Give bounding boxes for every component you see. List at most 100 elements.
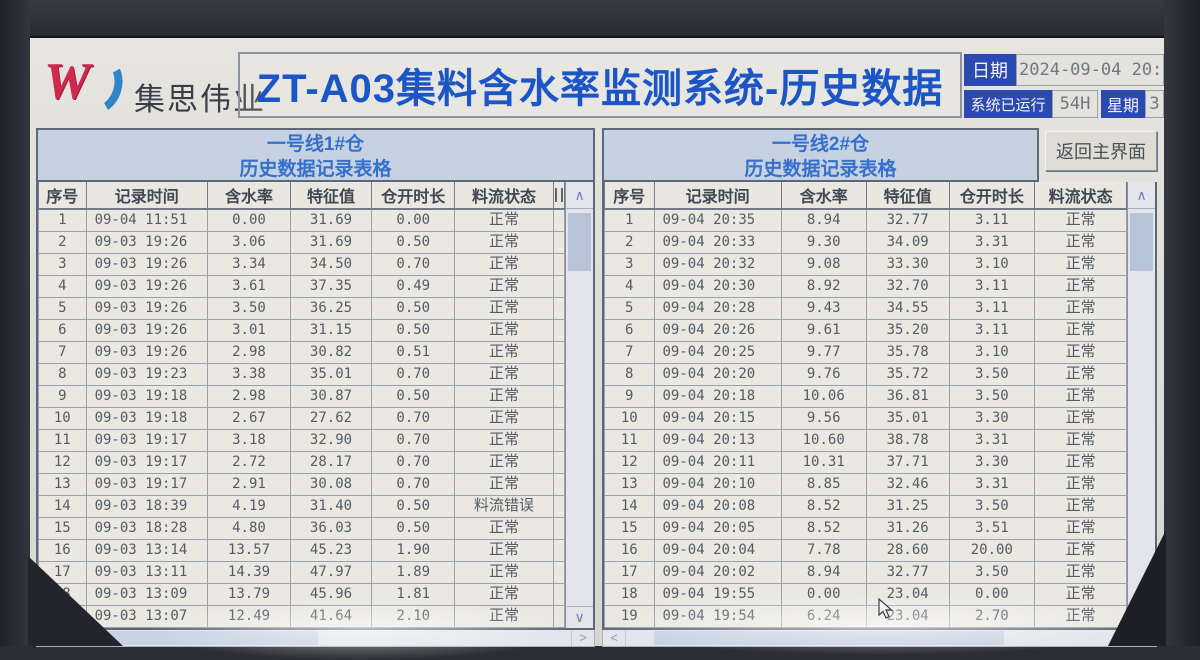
cell-partial	[552, 384, 566, 408]
horizontal-scroll-thumb[interactable]	[654, 630, 1004, 645]
table-row[interactable]: 15 09-03 18:28 4.80 36.03 0.50 正常	[38, 516, 566, 540]
vertical-scroll-thumb[interactable]	[568, 213, 591, 271]
cell: 正常	[1034, 516, 1128, 540]
vertical-scroll-track[interactable]	[566, 209, 593, 606]
horizontal-scrollbar[interactable]: < >	[602, 629, 1157, 647]
cell: 1	[604, 208, 655, 232]
cell-partial	[552, 340, 566, 364]
column-header: 料流状态	[454, 182, 554, 210]
column-header: 仓开时长	[948, 182, 1036, 210]
table-row[interactable]: 13 09-04 20:10 8.85 32.46 3.31 正常	[604, 472, 1128, 496]
cell: 9.77	[780, 340, 867, 364]
cell: 0.50	[371, 230, 456, 254]
table-row[interactable]: 2 09-03 19:26 3.06 31.69 0.50 正常	[38, 230, 566, 254]
uptime-value: 54H	[1052, 90, 1098, 118]
cell: 2.98	[206, 340, 291, 364]
cell: 正常	[454, 516, 554, 540]
cell: 09-03 13:14	[85, 538, 208, 562]
table-row[interactable]: 17 09-03 13:11 14.39 47.97 1.89 正常	[38, 560, 566, 584]
table-row[interactable]: 12 09-03 19:17 2.72 28.17 0.70 正常	[38, 450, 566, 474]
table-row[interactable]: 10 09-04 20:15 9.56 35.01 3.30 正常	[604, 406, 1128, 430]
table-row[interactable]: 14 09-04 20:08 8.52 31.25 3.50 正常	[604, 494, 1128, 518]
table-row[interactable]: 18 09-04 19:55 0.00 23.04 0.00 正常	[604, 582, 1128, 606]
panel-title-bin2: 一号线2#仓 历史数据记录表格	[602, 128, 1039, 182]
table-row[interactable]: 14 09-03 18:39 4.19 31.40 0.50 料流错误	[38, 494, 566, 518]
table-row[interactable]: 8 09-03 19:23 3.38 35.01 0.70 正常	[38, 362, 566, 386]
cell: 3.51	[948, 516, 1036, 540]
back-to-main-button[interactable]: 返回主界面	[1045, 131, 1157, 171]
table-row[interactable]: 8 09-04 20:20 9.76 35.72 3.50 正常	[604, 362, 1128, 386]
table-row[interactable]: 1 09-04 20:35 8.94 32.77 3.11 正常	[604, 208, 1128, 232]
cell: 8.85	[780, 472, 867, 496]
table-row[interactable]: 16 09-03 13:14 13.57 45.23 1.90 正常	[38, 538, 566, 562]
table-row[interactable]: 16 09-04 20:04 7.78 28.60 20.00 正常	[604, 538, 1128, 562]
table-row[interactable]: 1 09-04 11:51 0.00 31.69 0.00 正常	[38, 208, 566, 232]
table-row[interactable]: 11 09-03 19:17 3.18 32.90 0.70 正常	[38, 428, 566, 452]
cell: 36.25	[289, 296, 373, 320]
cell: 2.70	[948, 604, 1036, 628]
cell: 09-03 19:26	[85, 252, 208, 276]
cell: 3.31	[948, 428, 1036, 452]
cell: 45.96	[289, 582, 373, 606]
table-row[interactable]: 9 09-03 19:18 2.98 30.87 0.50 正常	[38, 384, 566, 408]
cell: 8	[604, 362, 655, 386]
scroll-left-icon[interactable]: <	[610, 630, 618, 645]
cell: 0.00	[780, 582, 867, 606]
table-row[interactable]: 15 09-04 20:05 8.52 31.26 3.51 正常	[604, 516, 1128, 540]
table-row[interactable]: 4 09-04 20:30 8.92 32.70 3.11 正常	[604, 274, 1128, 298]
cell: 正常	[1034, 472, 1128, 496]
cell: 0.00	[371, 208, 456, 232]
table-row[interactable]: 17 09-04 20:02 8.94 32.77 3.50 正常	[604, 560, 1128, 584]
cell-partial	[552, 516, 566, 540]
vertical-scrollbar[interactable]: ∧ ∨	[565, 182, 593, 628]
table-row[interactable]: 6 09-03 19:26 3.01 31.15 0.50 正常	[38, 318, 566, 342]
cell: 0.70	[371, 472, 456, 496]
cell: 09-03 19:26	[85, 296, 208, 320]
cell: 09-04 20:20	[653, 362, 782, 386]
vertical-scroll-thumb[interactable]	[1130, 213, 1153, 271]
cell-partial	[552, 252, 566, 276]
cell: 31.26	[865, 516, 950, 540]
cell: 3.11	[948, 318, 1036, 342]
table-row[interactable]: 4 09-03 19:26 3.61 37.35 0.49 正常	[38, 274, 566, 298]
table-zone-bin2: 序号 记录时间 含水率 特征值 仓开时长 料流状态 1 09-04 20:35 8.94 32.…	[602, 182, 1157, 630]
vertical-scroll-track[interactable]	[1128, 209, 1155, 606]
horizontal-scroll-thumb[interactable]	[88, 630, 318, 645]
scroll-right-icon[interactable]: >	[579, 630, 587, 645]
column-header: 序号	[38, 182, 87, 210]
table-row[interactable]: 3 09-03 19:26 3.34 34.50 0.70 正常	[38, 252, 566, 276]
date-value: 2024-09-04 20:45:5	[1016, 54, 1164, 86]
table-row[interactable]: 7 09-04 20:25 9.77 35.78 3.10 正常	[604, 340, 1128, 364]
cell: 正常	[1034, 494, 1128, 518]
cell: 09-03 19:17	[85, 428, 208, 452]
vertical-scrollbar[interactable]: ∧ ∨	[1127, 182, 1155, 628]
table-row[interactable]: 2 09-04 20:33 9.30 34.09 3.31 正常	[604, 230, 1128, 254]
table-row[interactable]: 7 09-03 19:26 2.98 30.82 0.51 正常	[38, 340, 566, 364]
table-row[interactable]: 5 09-03 19:26 3.50 36.25 0.50 正常	[38, 296, 566, 320]
table-row[interactable]: 12 09-04 20:11 10.31 37.71 3.30 正常	[604, 450, 1128, 474]
cell: 12.49	[206, 604, 291, 628]
cell: 1.89	[371, 560, 456, 584]
scroll-up-icon[interactable]: ∧	[566, 182, 593, 209]
table-row[interactable]: 9 09-04 20:18 10.06 36.81 3.50 正常	[604, 384, 1128, 408]
table-row[interactable]: 6 09-04 20:26 9.61 35.20 3.11 正常	[604, 318, 1128, 342]
scroll-up-icon[interactable]: ∧	[1128, 182, 1155, 209]
table-row[interactable]: 5 09-04 20:28 9.43 34.55 3.11 正常	[604, 296, 1128, 320]
table-row[interactable]: 3 09-04 20:32 9.08 33.30 3.10 正常	[604, 252, 1128, 276]
table-row[interactable]: 11 09-04 20:13 10.60 38.78 3.31 正常	[604, 428, 1128, 452]
cell: 34.09	[865, 230, 950, 254]
scroll-down-icon[interactable]: ∨	[566, 605, 593, 628]
column-header: 序号	[604, 182, 655, 210]
horizontal-scroll-track[interactable]	[59, 629, 572, 646]
cell: 3.11	[948, 208, 1036, 232]
table-row[interactable]: 13 09-03 19:17 2.91 30.08 0.70 正常	[38, 472, 566, 496]
horizontal-scroll-track[interactable]	[625, 629, 1134, 646]
cell: 正常	[454, 428, 554, 452]
cell: 正常	[1034, 538, 1128, 562]
table-row[interactable]: 10 09-03 19:18 2.67 27.62 0.70 正常	[38, 406, 566, 430]
cell: 31.69	[289, 230, 373, 254]
table-row[interactable]: 19 09-04 19:54 6.24 23.04 2.70 正常	[604, 604, 1128, 628]
cell: 14.39	[206, 560, 291, 584]
